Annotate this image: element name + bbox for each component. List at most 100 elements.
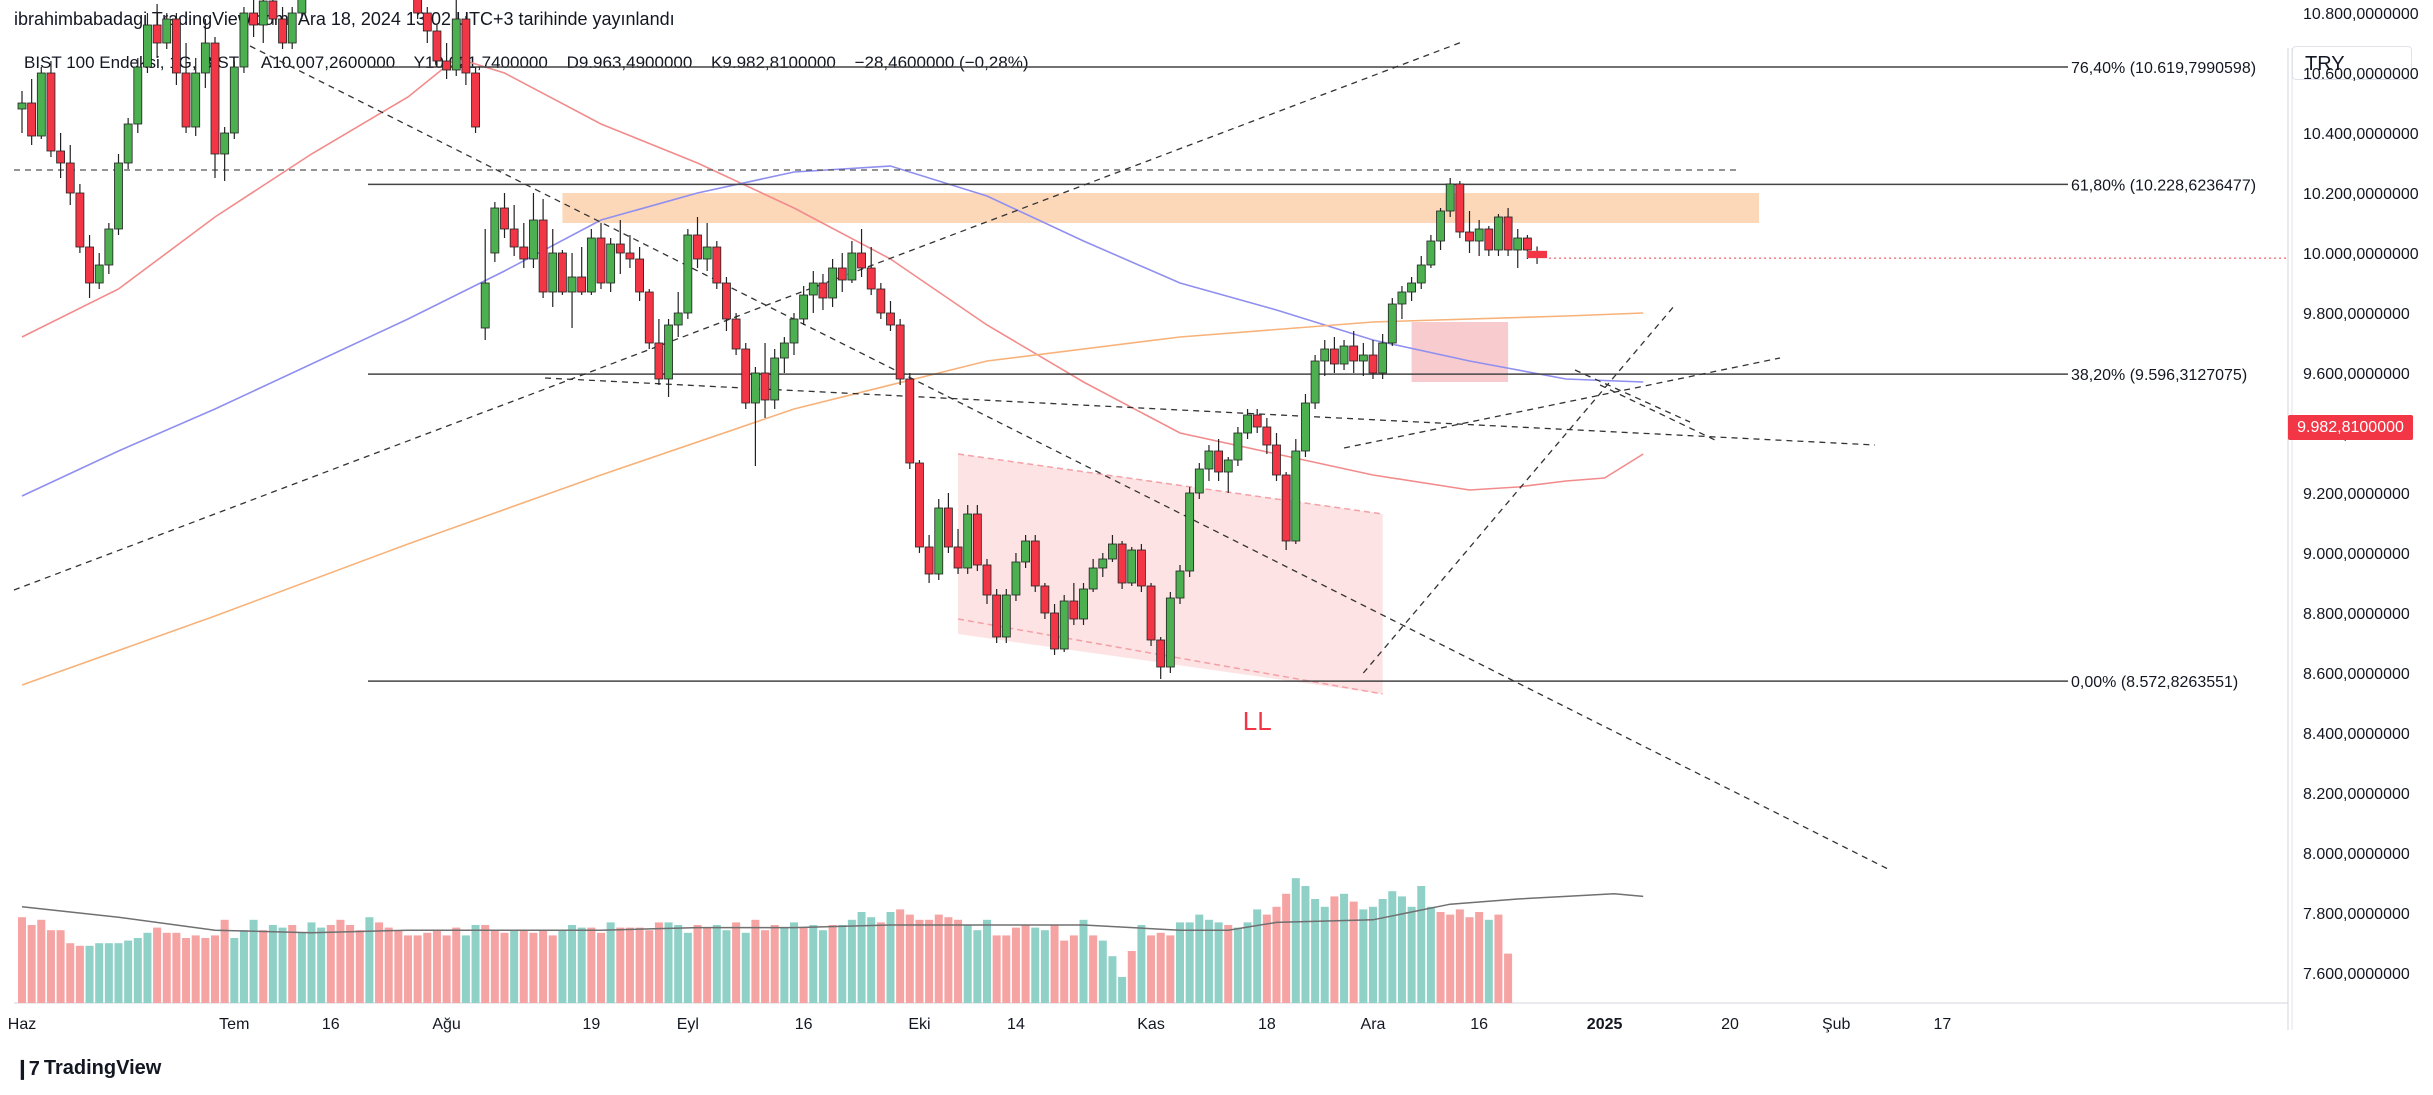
candle-body	[1175, 570, 1185, 599]
candle-body	[847, 252, 857, 281]
candle-body	[1108, 543, 1117, 560]
price-tick-label: 8.000,0000000	[2303, 846, 2410, 863]
volume-bar	[336, 919, 345, 1003]
volume-bar	[220, 919, 229, 1003]
candle-body	[1098, 558, 1108, 569]
trend-lines	[13, 41, 1891, 871]
candle-body	[152, 24, 162, 44]
candle-body	[963, 513, 973, 569]
volume-bar	[751, 919, 760, 1003]
candle-body	[779, 342, 789, 359]
volume-bar	[1446, 914, 1455, 1003]
volume-bar	[481, 925, 490, 1003]
time-tick-label: 20	[1721, 1016, 1739, 1033]
candle-body	[297, 0, 307, 14]
volume-bar	[925, 919, 934, 1003]
volume-bar	[732, 922, 741, 1003]
candle-body	[1484, 228, 1494, 251]
volume-bar	[790, 922, 798, 1003]
volume-bar	[1098, 940, 1107, 1003]
candle-body	[924, 546, 934, 575]
volume-bar	[153, 927, 162, 1003]
channel-upper-line	[957, 453, 1383, 515]
candle-body	[143, 24, 152, 68]
volume-bar	[944, 917, 953, 1003]
candle-body	[210, 42, 220, 155]
volume-bar	[394, 930, 403, 1003]
volume-bar	[983, 919, 991, 1003]
pullback-line-2	[1574, 369, 1691, 423]
candle-body	[944, 507, 953, 548]
candle-body	[220, 132, 230, 155]
candle-body	[654, 342, 664, 380]
volume-bar	[211, 935, 219, 1003]
candle-body	[1494, 216, 1503, 251]
volume-bar	[317, 927, 326, 1003]
rising-channel-upper	[1343, 357, 1781, 449]
time-tick-label: Şub	[1822, 1016, 1851, 1033]
volume-bar	[934, 914, 943, 1003]
time-tick-label: Haz	[8, 1016, 36, 1033]
volume-bar	[1079, 919, 1088, 1003]
price-tick-label: 10.600,0000000	[2303, 66, 2419, 83]
resistance-zone	[562, 193, 1759, 223]
candle-body	[1137, 549, 1146, 587]
candle-body	[702, 246, 712, 260]
candle-body	[442, 60, 452, 71]
volume-bar	[404, 935, 412, 1003]
volume-bar	[307, 922, 316, 1003]
candle-body	[982, 564, 992, 596]
candle-body	[1165, 597, 1175, 668]
long-falling-trendline	[249, 45, 1891, 871]
volume-bar	[461, 935, 470, 1003]
candle-body	[857, 252, 866, 269]
volume-bar	[326, 925, 335, 1003]
candle-body	[548, 252, 558, 293]
price-tick-label: 9.000,0000000	[2303, 546, 2410, 563]
volume-bar	[664, 922, 673, 1003]
time-tick-label: Eyl	[677, 1016, 699, 1033]
candle-body	[664, 324, 673, 380]
candle-body	[268, 0, 278, 20]
candle-body	[471, 72, 480, 128]
candle-body	[519, 246, 529, 260]
candle-body	[712, 246, 722, 284]
volume-bar	[1195, 914, 1204, 1003]
price-tick-label: 10.400,0000000	[2303, 126, 2419, 143]
candle-body	[171, 18, 181, 74]
time-tick-label: Ağu	[432, 1016, 460, 1033]
candle-body	[1243, 414, 1252, 434]
volume-bar	[1011, 927, 1020, 1003]
volume-bar	[1426, 906, 1435, 1003]
price-tick-label: 10.200,0000000	[2303, 186, 2419, 203]
volume-bar	[1156, 932, 1165, 1003]
candle-body	[818, 282, 828, 299]
volume-bar	[1311, 899, 1320, 1003]
currency-selector[interactable]: TRY	[2292, 46, 2412, 80]
volume-bar	[1388, 891, 1397, 1003]
candle-body	[1088, 567, 1098, 590]
candle-body	[1407, 282, 1416, 293]
volume-bar	[558, 930, 567, 1003]
volume-bar	[442, 935, 451, 1003]
volume-bar	[66, 943, 75, 1003]
volume-bar	[741, 932, 750, 1003]
price-tick-label: 9.600,0000000	[2303, 366, 2410, 383]
candle-body	[644, 291, 654, 344]
volume-bar	[1378, 899, 1387, 1003]
candle-body	[1079, 588, 1088, 620]
volume-bar	[1185, 922, 1194, 1003]
symbol-name[interactable]: BIST 100 Endeksi, 1G, BIST	[24, 53, 240, 72]
volume-bar	[625, 927, 634, 1003]
volume-bar	[1484, 919, 1493, 1003]
candle-body	[1204, 450, 1214, 470]
candle-body	[934, 507, 944, 575]
candle-body	[1368, 354, 1378, 374]
rising-channel-lower	[1362, 304, 1676, 674]
pullback-line-1	[1599, 384, 1716, 441]
fib-label: 61,80% (10.228,6236477)	[2071, 177, 2256, 194]
volume-bar	[114, 943, 123, 1003]
volume-bar	[838, 925, 847, 1003]
candle-body	[895, 324, 905, 380]
